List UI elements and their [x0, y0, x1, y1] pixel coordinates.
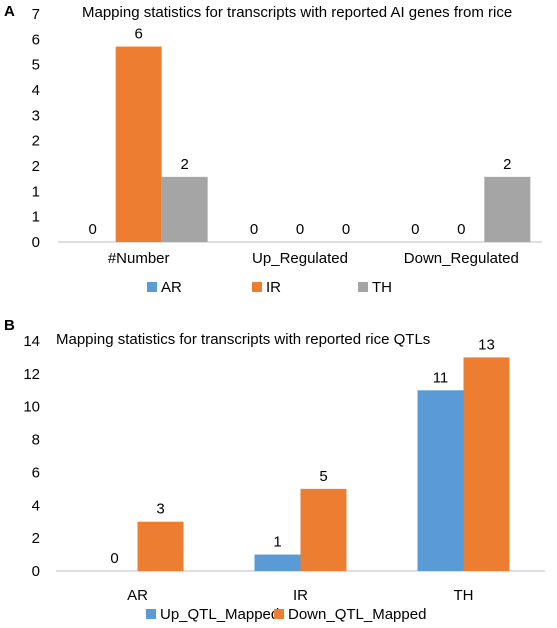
panel-a-data-labels: 0 6 2 0 0 0 0 0 2 — [88, 26, 511, 238]
y-tick-label: 1 — [32, 209, 40, 226]
bar-down-qtl-mapped — [463, 357, 510, 571]
category-label: #Number — [108, 250, 170, 267]
y-tick-label: 2 — [32, 133, 40, 150]
legend-label: IR — [266, 279, 281, 296]
panel-b-title: Mapping statistics for transcripts with … — [56, 331, 430, 348]
data-label: 0 — [296, 221, 304, 238]
legend-label: AR — [161, 279, 182, 296]
y-tick-label: 2 — [32, 530, 40, 547]
data-label: 0 — [250, 221, 258, 238]
data-label: 0 — [411, 221, 419, 238]
y-tick-label: 8 — [32, 432, 40, 449]
bar-down-qtl-mapped — [137, 521, 184, 571]
panel-b-y-ticks: 0 2 4 6 8 10 12 14 — [23, 333, 40, 580]
legend-label: Up_QTL_Mapped — [160, 606, 279, 623]
data-label: 0 — [342, 221, 350, 238]
y-tick-label: 0 — [32, 563, 40, 580]
bar-th — [484, 176, 531, 242]
data-label: 13 — [478, 336, 495, 353]
legend-swatch — [147, 282, 157, 292]
data-label: 0 — [88, 221, 96, 238]
category-label: IR — [293, 587, 308, 604]
data-label: 2 — [180, 156, 188, 173]
panel-a-bars — [115, 46, 531, 243]
panel-b-bars — [137, 357, 510, 571]
legend-swatch — [358, 282, 368, 292]
panel-b-label: B — [4, 317, 15, 334]
y-tick-label: 1 — [32, 183, 40, 200]
legend-label: TH — [372, 279, 392, 296]
panel-a-label: A — [4, 3, 15, 20]
data-label: 2 — [503, 156, 511, 173]
bar-ir — [115, 46, 162, 243]
panel-b-legend: Up_QTL_Mapped Down_QTL_Mapped — [146, 606, 426, 623]
y-tick-label: 12 — [23, 366, 40, 383]
panel-a: A Mapping statistics for transcripts wit… — [4, 3, 542, 296]
legend-label: Down_QTL_Mapped — [288, 606, 426, 623]
bar-down-qtl-mapped — [300, 488, 347, 571]
y-tick-label: 5 — [32, 57, 40, 74]
data-label: 6 — [134, 26, 142, 43]
panel-a-category-labels: #Number Up_Regulated Down_Regulated — [108, 250, 519, 267]
panel-b-data-labels: 0 3 1 5 11 13 — [110, 336, 495, 567]
bar-th — [161, 176, 208, 242]
category-label: Down_Regulated — [404, 250, 519, 267]
data-label: 0 — [110, 550, 118, 567]
y-tick-label: 14 — [23, 333, 40, 350]
y-tick-label: 3 — [32, 107, 40, 124]
panel-b-category-labels: AR IR TH — [127, 587, 473, 604]
data-label: 0 — [457, 221, 465, 238]
data-label: 3 — [156, 501, 164, 518]
data-label: 5 — [319, 468, 327, 485]
data-label: 11 — [433, 369, 449, 386]
y-tick-label: 10 — [23, 399, 40, 416]
bar-up-qtl-mapped — [417, 390, 464, 571]
y-tick-label: 4 — [32, 497, 40, 514]
legend-swatch — [146, 609, 156, 619]
panel-a-title: Mapping statistics for transcripts with … — [82, 4, 512, 21]
y-tick-label: 0 — [32, 234, 40, 251]
y-tick-label: 6 — [32, 464, 40, 481]
panel-a-y-ticks: 0 1 1 2 2 3 4 5 6 7 — [32, 6, 40, 251]
legend-swatch — [252, 282, 262, 292]
category-label: TH — [454, 587, 474, 604]
panel-b: B Mapping statistics for transcripts wit… — [4, 317, 545, 623]
y-tick-label: 2 — [32, 158, 40, 175]
category-label: Up_Regulated — [252, 250, 348, 267]
data-label: 1 — [273, 534, 281, 551]
category-label: AR — [127, 587, 148, 604]
legend-swatch — [274, 609, 284, 619]
y-tick-label: 6 — [32, 31, 40, 48]
bar-up-qtl-mapped — [254, 554, 301, 571]
y-tick-label: 7 — [32, 6, 40, 23]
y-tick-label: 4 — [32, 82, 40, 99]
panel-a-legend: AR IR TH — [147, 279, 392, 296]
